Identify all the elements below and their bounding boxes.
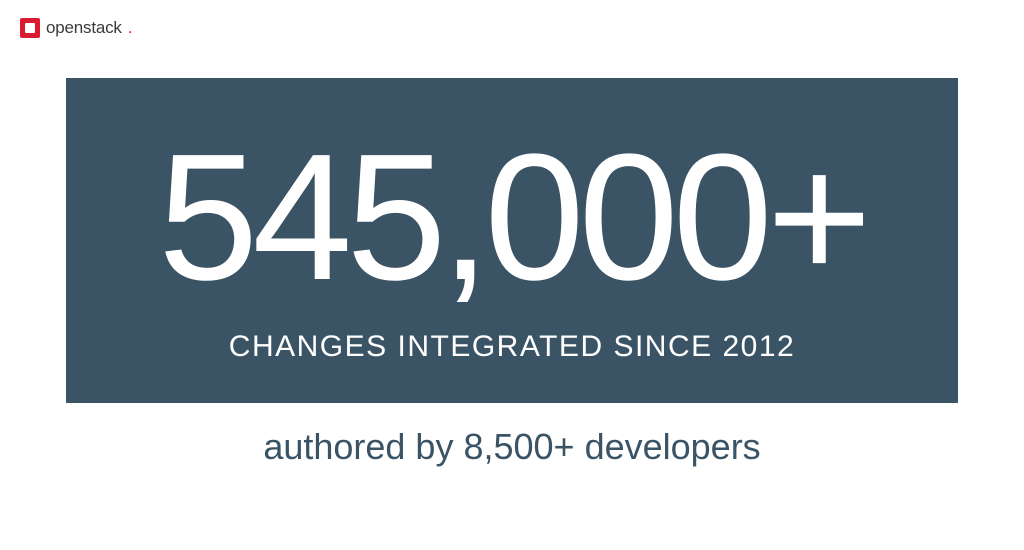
openstack-icon (20, 18, 40, 38)
subline-text: authored by 8,500+ developers (0, 426, 1024, 468)
stat-panel: 545,000+ CHANGES INTEGRATED SINCE 2012 (66, 78, 958, 403)
stat-number: 545,000+ (158, 128, 866, 308)
brand-dot: . (128, 18, 133, 38)
brand-logo: openstack . (20, 18, 132, 38)
stat-caption: CHANGES INTEGRATED SINCE 2012 (229, 330, 795, 364)
brand-name: openstack (46, 18, 122, 38)
